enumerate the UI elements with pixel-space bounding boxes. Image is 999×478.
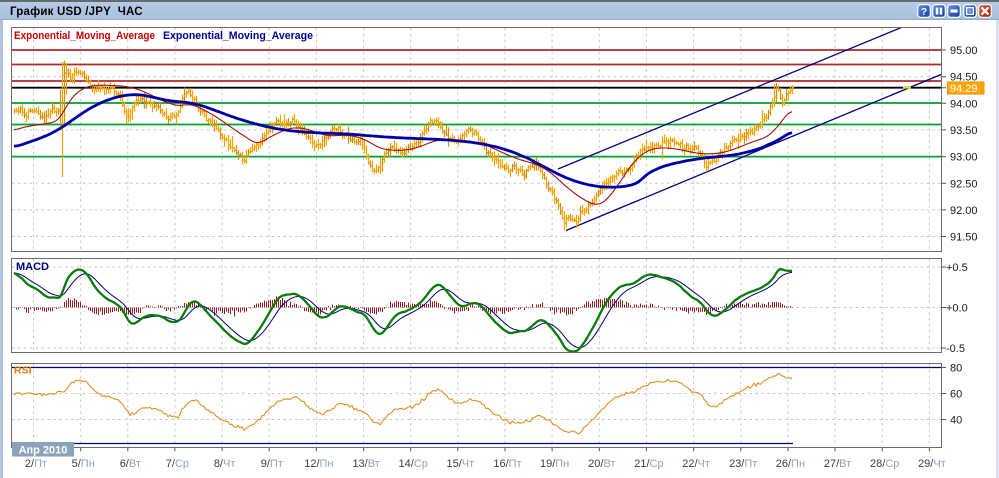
svg-text:80: 80 [950, 363, 962, 375]
svg-text:12/Пн: 12/Пн [304, 458, 333, 470]
svg-text:93.00: 93.00 [950, 152, 978, 164]
svg-text:26/Пн: 26/Пн [776, 458, 805, 470]
svg-text:9/Пт: 9/Пт [261, 458, 283, 470]
svg-text:19/Пн: 19/Пн [540, 458, 569, 470]
svg-text:92.00: 92.00 [950, 205, 978, 217]
svg-text:MACD: MACD [16, 261, 49, 273]
svg-text:Апр 2010: Апр 2010 [19, 445, 68, 457]
svg-text:+0.0: +0.0 [946, 303, 968, 315]
svg-text:5/Пн: 5/Пн [72, 458, 95, 470]
svg-text:91.50: 91.50 [950, 232, 978, 244]
svg-text:16/Пт: 16/Пт [493, 458, 521, 470]
svg-text:92.50: 92.50 [950, 178, 978, 190]
svg-text:13/Вт: 13/Вт [352, 458, 379, 470]
svg-text:23/Пт: 23/Пт [729, 458, 757, 470]
svg-text:21/Ср: 21/Ср [634, 458, 663, 470]
svg-text:94.50: 94.50 [950, 72, 978, 84]
svg-text:20/Вт: 20/Вт [588, 458, 615, 470]
svg-text:28/Ср: 28/Ср [870, 458, 899, 470]
svg-text:8/Чт: 8/Чт [214, 458, 236, 470]
svg-text:2/Пт: 2/Пт [25, 458, 47, 470]
svg-text:Exponential_Moving_Average: Exponential_Moving_Average [163, 30, 313, 42]
svg-text:29/Чт: 29/Чт [918, 458, 946, 470]
svg-text:-0.5: -0.5 [946, 343, 965, 355]
svg-text:22/Чт: 22/Чт [682, 458, 710, 470]
svg-text:15/Чт: 15/Чт [446, 458, 474, 470]
svg-text:94.00: 94.00 [950, 98, 978, 110]
svg-text:6/Вт: 6/Вт [120, 458, 141, 470]
svg-text:7/Ср: 7/Ср [166, 458, 189, 470]
svg-text:94.29: 94.29 [950, 83, 978, 95]
svg-text:RSI: RSI [14, 365, 32, 377]
svg-text:+0.5: +0.5 [946, 262, 968, 274]
svg-text:14/Ср: 14/Ср [399, 458, 428, 470]
svg-text:Exponential_Moving_Average: Exponential_Moving_Average [14, 30, 155, 42]
svg-text:93.50: 93.50 [950, 125, 978, 137]
svg-text:95.00: 95.00 [950, 45, 978, 57]
svg-text:40: 40 [950, 415, 962, 427]
svg-text:60: 60 [950, 389, 962, 401]
svg-text:27/Вт: 27/Вт [824, 458, 851, 470]
svg-text:?: ? [921, 6, 927, 18]
